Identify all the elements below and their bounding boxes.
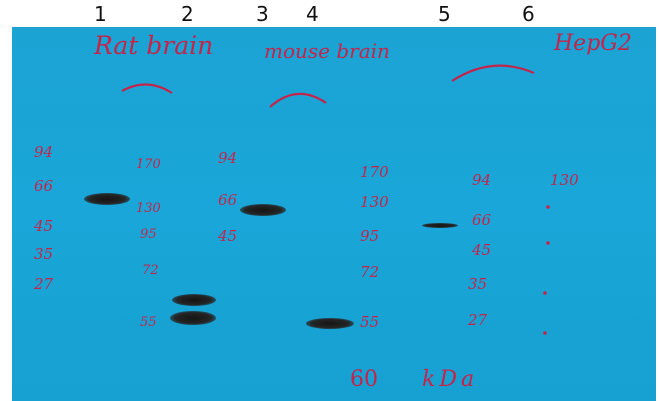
rat-brain-label: Rat brain	[94, 31, 214, 60]
ladder-lane2-72: 72	[142, 263, 159, 278]
band-lane4	[306, 318, 354, 329]
ladder-left-66: 66	[34, 177, 54, 195]
ladder-lane2-95: 95	[140, 227, 157, 242]
ladder-lane3-66: 66	[218, 191, 238, 209]
ladder-mouse-95: 95	[360, 227, 380, 245]
blot-membrane: Rat brain mouse brain HepG2 94 66 45 35 …	[12, 27, 656, 401]
lane6-marker-dots	[543, 205, 550, 335]
ladder-hep-27: 27	[468, 311, 488, 329]
mouse-brain-arc	[269, 92, 327, 108]
ladder-left-35: 35	[34, 245, 54, 263]
lane-number-1: 1	[94, 2, 107, 26]
band-lane3	[240, 204, 286, 216]
band-lane2-lower	[170, 311, 216, 325]
ladder-mouse-55: 55	[360, 313, 380, 331]
ladder-lane3-45: 45	[218, 227, 238, 245]
band-lane2-upper	[172, 294, 216, 306]
ladder-lane2-170: 170	[136, 157, 161, 172]
ladder-left-27: 27	[34, 275, 54, 293]
ladder-hep-130: 130	[550, 171, 579, 189]
bottom-unit-label: kDa	[422, 367, 479, 392]
hepg2-label: HepG2	[554, 31, 632, 56]
lane-number-5: 5	[438, 2, 451, 26]
rat-brain-arc	[121, 83, 173, 94]
ladder-lane2-130: 130	[136, 201, 161, 216]
bottom-size-label: 60	[350, 367, 378, 392]
band-lane1	[84, 193, 130, 205]
ladder-mouse-72: 72	[360, 263, 380, 281]
ladder-left-45: 45	[34, 217, 54, 235]
lane-number-4: 4	[306, 2, 319, 26]
band-lane5	[422, 223, 458, 228]
lane-number-6: 6	[522, 2, 535, 26]
mouse-brain-label: mouse brain	[264, 39, 390, 63]
ladder-mouse-170: 170	[360, 163, 389, 181]
ladder-hep-45: 45	[472, 241, 492, 259]
lane-number-2: 2	[181, 2, 194, 26]
ladder-left-94: 94	[34, 143, 54, 161]
ladder-lane2-55: 55	[140, 315, 157, 330]
ladder-hep-66: 66	[472, 211, 492, 229]
ladder-hep-94: 94	[472, 171, 492, 189]
sample-group-arcs	[121, 64, 535, 108]
ladder-mouse-130: 130	[360, 193, 389, 211]
ladder-hep-35: 35	[468, 275, 488, 293]
ladder-lane3-94: 94	[218, 149, 238, 167]
lane-number-3: 3	[256, 2, 269, 26]
hepg2-arc	[451, 64, 535, 82]
